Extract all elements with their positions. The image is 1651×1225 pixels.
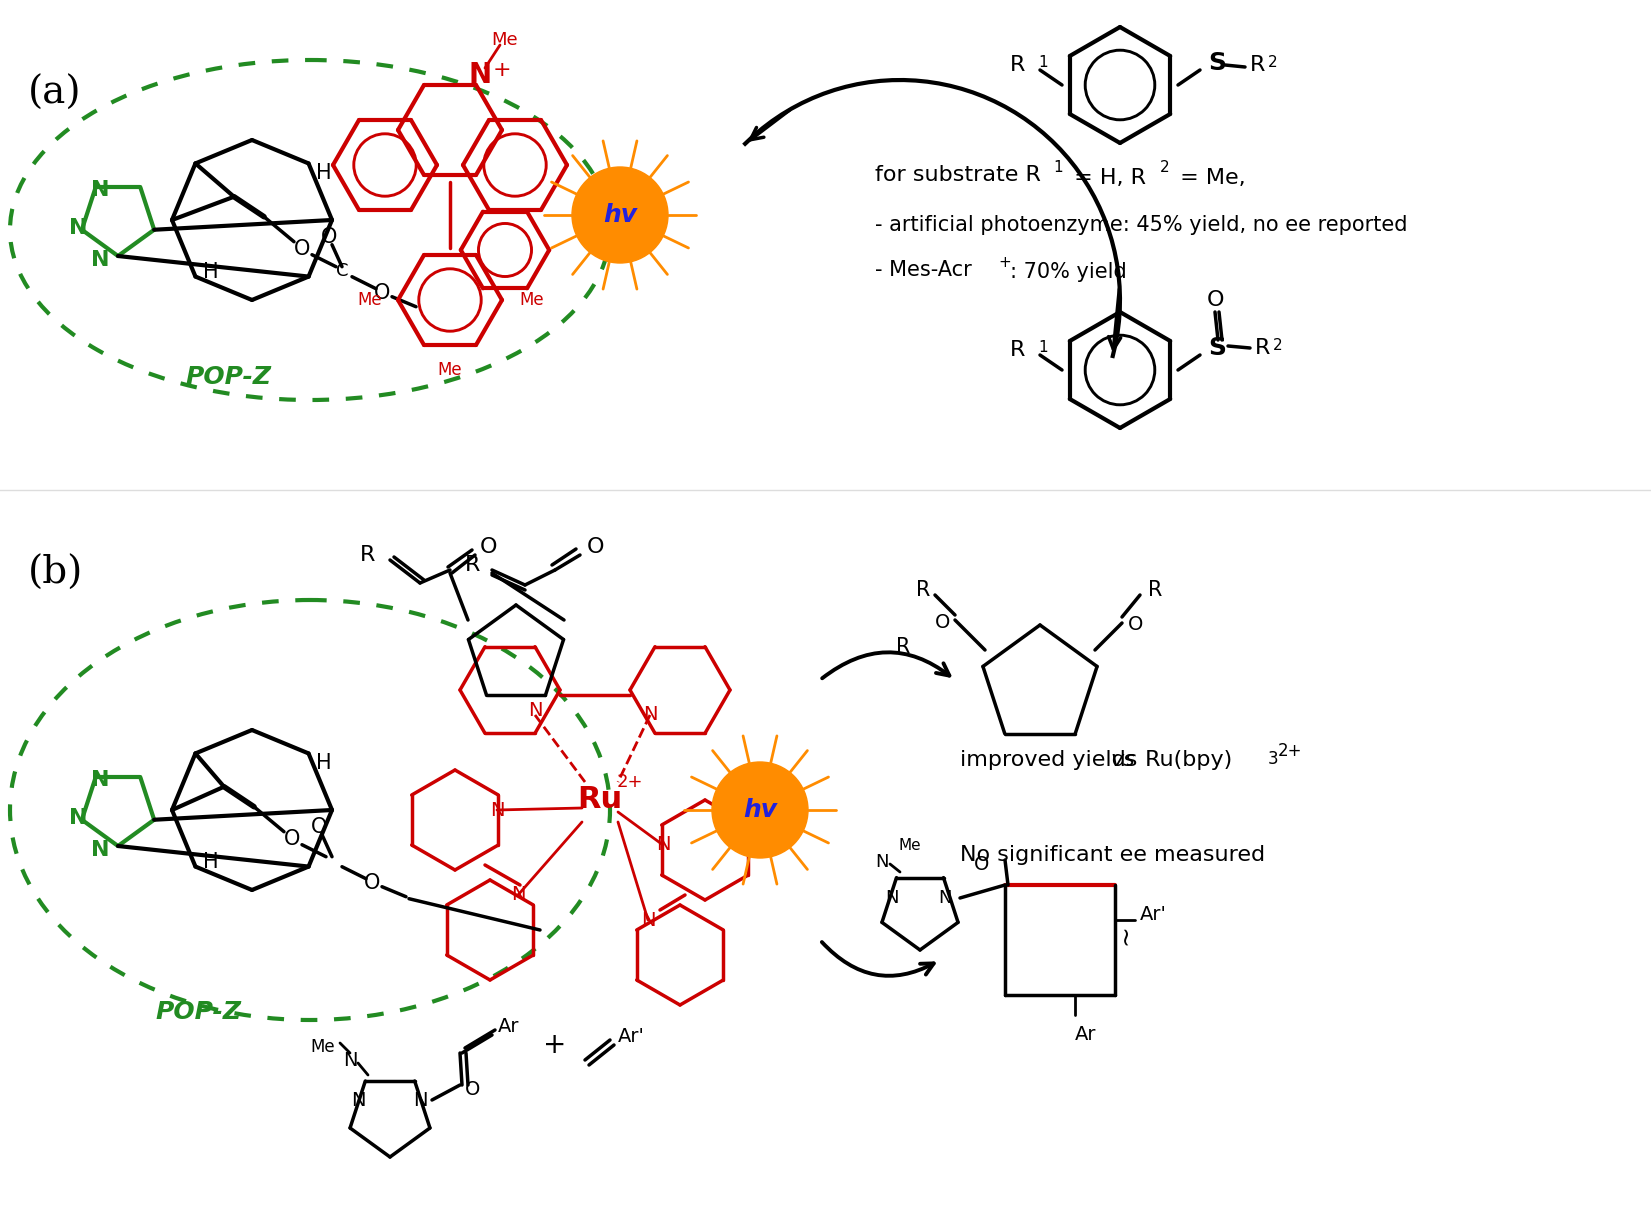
Text: (a): (a) [28, 75, 81, 111]
Text: No significant ee measured: No significant ee measured [959, 845, 1265, 865]
Text: N: N [413, 1090, 428, 1110]
Text: H: H [203, 262, 218, 282]
Text: N: N [350, 1090, 365, 1110]
Text: Ru: Ru [578, 785, 622, 815]
Text: O: O [284, 829, 300, 849]
Text: ~: ~ [1113, 925, 1138, 946]
Text: vs: vs [1109, 750, 1134, 771]
Text: N: N [642, 706, 657, 724]
Text: O: O [586, 537, 604, 557]
Text: N: N [510, 886, 525, 904]
Text: N: N [91, 250, 109, 270]
Text: N: N [938, 889, 951, 906]
Text: Ar': Ar' [617, 1028, 646, 1046]
Text: 2+: 2+ [1278, 742, 1303, 760]
Text: O: O [363, 872, 380, 893]
Text: O: O [466, 1080, 480, 1099]
Text: R: R [895, 637, 910, 657]
Text: N: N [343, 1051, 357, 1069]
Text: O: O [310, 817, 327, 837]
Text: R: R [1255, 338, 1270, 358]
Text: O: O [320, 227, 337, 246]
Text: N: N [641, 910, 655, 930]
Text: Ar: Ar [1075, 1025, 1096, 1044]
Text: N: N [655, 835, 670, 855]
Text: N: N [91, 180, 109, 200]
Text: = Me,: = Me, [1172, 168, 1245, 187]
Text: Me: Me [492, 31, 518, 49]
Text: N: N [91, 771, 109, 790]
Text: POP-Z: POP-Z [155, 1000, 241, 1024]
Text: 3: 3 [1268, 750, 1278, 768]
Text: POP-Z: POP-Z [185, 365, 271, 390]
Text: (b): (b) [28, 555, 83, 592]
Text: 2: 2 [1273, 338, 1283, 353]
Text: O: O [934, 612, 949, 632]
Text: = H, R: = H, R [1067, 168, 1146, 187]
Text: O: O [294, 239, 310, 258]
Text: Me: Me [358, 292, 383, 309]
Text: 1: 1 [1038, 55, 1048, 70]
Text: 1: 1 [1053, 160, 1063, 175]
Circle shape [712, 762, 807, 858]
Text: Me: Me [520, 292, 545, 309]
Text: H: H [315, 753, 332, 773]
Text: - artificial photoenzyme: 45% yield, no ee reported: - artificial photoenzyme: 45% yield, no … [875, 216, 1408, 235]
Text: +: + [543, 1031, 566, 1058]
Text: Me: Me [898, 838, 921, 853]
Text: R: R [916, 579, 930, 600]
Text: R: R [464, 555, 480, 575]
Text: N: N [91, 840, 109, 860]
Text: O: O [974, 855, 989, 875]
Text: Me: Me [310, 1038, 335, 1056]
Text: +: + [492, 60, 512, 80]
Text: hv: hv [603, 203, 637, 227]
Text: S: S [1209, 336, 1227, 360]
Text: R: R [1147, 579, 1162, 600]
Text: R: R [360, 545, 375, 565]
Text: Ar: Ar [499, 1018, 520, 1036]
Text: O: O [373, 283, 390, 303]
Text: O: O [480, 537, 497, 557]
Text: - Mes-Acr: - Mes-Acr [875, 260, 972, 281]
Text: 2+: 2+ [617, 773, 644, 791]
Text: Me: Me [438, 361, 462, 379]
Text: 2: 2 [1268, 55, 1278, 70]
Text: N: N [490, 800, 504, 820]
Text: : 70% yield: : 70% yield [1010, 262, 1126, 282]
Text: C: C [335, 262, 348, 279]
Text: N: N [69, 808, 88, 828]
Text: improved yields: improved yields [959, 750, 1144, 771]
Text: O: O [1207, 290, 1225, 310]
Text: N: N [528, 701, 542, 719]
Text: N: N [69, 218, 88, 238]
Circle shape [571, 167, 669, 263]
Text: for substrate R: for substrate R [875, 165, 1040, 185]
Text: Ru(bpy): Ru(bpy) [1138, 750, 1232, 771]
Text: R: R [1010, 341, 1025, 360]
Text: S: S [1209, 51, 1227, 75]
Text: Ar': Ar' [1139, 905, 1167, 925]
Text: O: O [1128, 615, 1144, 635]
Text: N: N [469, 61, 492, 89]
Text: N: N [875, 853, 888, 871]
Text: H: H [315, 163, 332, 184]
Text: +: + [997, 255, 1010, 270]
Text: 2: 2 [1161, 160, 1169, 175]
Text: N: N [885, 889, 898, 906]
Text: R: R [1010, 55, 1025, 75]
Text: hv: hv [743, 797, 778, 822]
Text: R: R [1250, 55, 1265, 75]
Text: 1: 1 [1038, 341, 1048, 355]
Text: H: H [203, 851, 218, 871]
